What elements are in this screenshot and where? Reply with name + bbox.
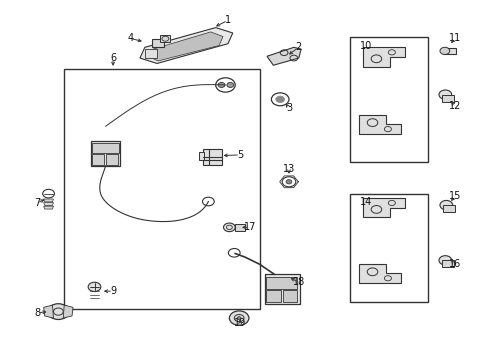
Text: 2: 2 <box>295 42 302 52</box>
Polygon shape <box>44 305 53 318</box>
Polygon shape <box>44 206 53 209</box>
Circle shape <box>440 201 453 210</box>
Circle shape <box>439 90 452 99</box>
Text: 16: 16 <box>449 259 461 269</box>
Bar <box>203 149 222 165</box>
Circle shape <box>223 223 235 231</box>
Polygon shape <box>363 198 405 217</box>
Bar <box>283 290 297 302</box>
Bar <box>443 48 456 54</box>
Text: 10: 10 <box>360 41 372 50</box>
Circle shape <box>218 82 225 87</box>
Polygon shape <box>150 32 223 61</box>
Circle shape <box>439 256 452 265</box>
Polygon shape <box>359 264 401 283</box>
Text: 6: 6 <box>110 53 116 63</box>
Bar <box>267 290 281 302</box>
Text: 5: 5 <box>237 150 243 160</box>
Circle shape <box>276 96 285 103</box>
Bar <box>265 274 300 304</box>
Text: 1: 1 <box>225 15 231 26</box>
Text: 4: 4 <box>127 33 133 43</box>
Text: 15: 15 <box>449 191 461 201</box>
Text: 19: 19 <box>234 319 246 328</box>
Circle shape <box>88 282 101 292</box>
Text: 13: 13 <box>283 164 295 174</box>
Bar <box>92 143 119 153</box>
Bar <box>92 154 104 165</box>
Bar <box>106 154 118 165</box>
Text: 11: 11 <box>449 33 461 43</box>
Polygon shape <box>267 47 301 65</box>
Bar <box>350 37 428 162</box>
Polygon shape <box>44 199 53 202</box>
Circle shape <box>229 311 249 325</box>
Bar <box>198 152 204 160</box>
Bar <box>350 194 428 302</box>
Text: 7: 7 <box>34 198 41 208</box>
Circle shape <box>440 47 450 54</box>
Circle shape <box>227 82 234 87</box>
Bar <box>443 205 455 212</box>
Circle shape <box>237 317 241 319</box>
Bar <box>235 224 245 231</box>
Text: 8: 8 <box>34 308 40 318</box>
Text: 18: 18 <box>293 277 305 287</box>
Text: 12: 12 <box>449 102 461 112</box>
Polygon shape <box>363 48 405 67</box>
Polygon shape <box>140 28 233 63</box>
Circle shape <box>286 180 292 184</box>
Polygon shape <box>152 39 164 47</box>
Bar <box>64 69 260 309</box>
Bar <box>91 140 121 166</box>
Text: 3: 3 <box>286 103 292 113</box>
Bar <box>442 260 454 267</box>
Polygon shape <box>63 305 73 318</box>
Bar <box>145 49 157 58</box>
Text: 9: 9 <box>110 286 116 296</box>
Text: 17: 17 <box>244 222 256 232</box>
Bar <box>267 277 297 289</box>
Polygon shape <box>160 35 170 42</box>
Circle shape <box>48 304 69 319</box>
Text: 14: 14 <box>360 197 372 207</box>
Bar <box>442 95 454 102</box>
Polygon shape <box>359 114 401 134</box>
Polygon shape <box>44 203 53 206</box>
